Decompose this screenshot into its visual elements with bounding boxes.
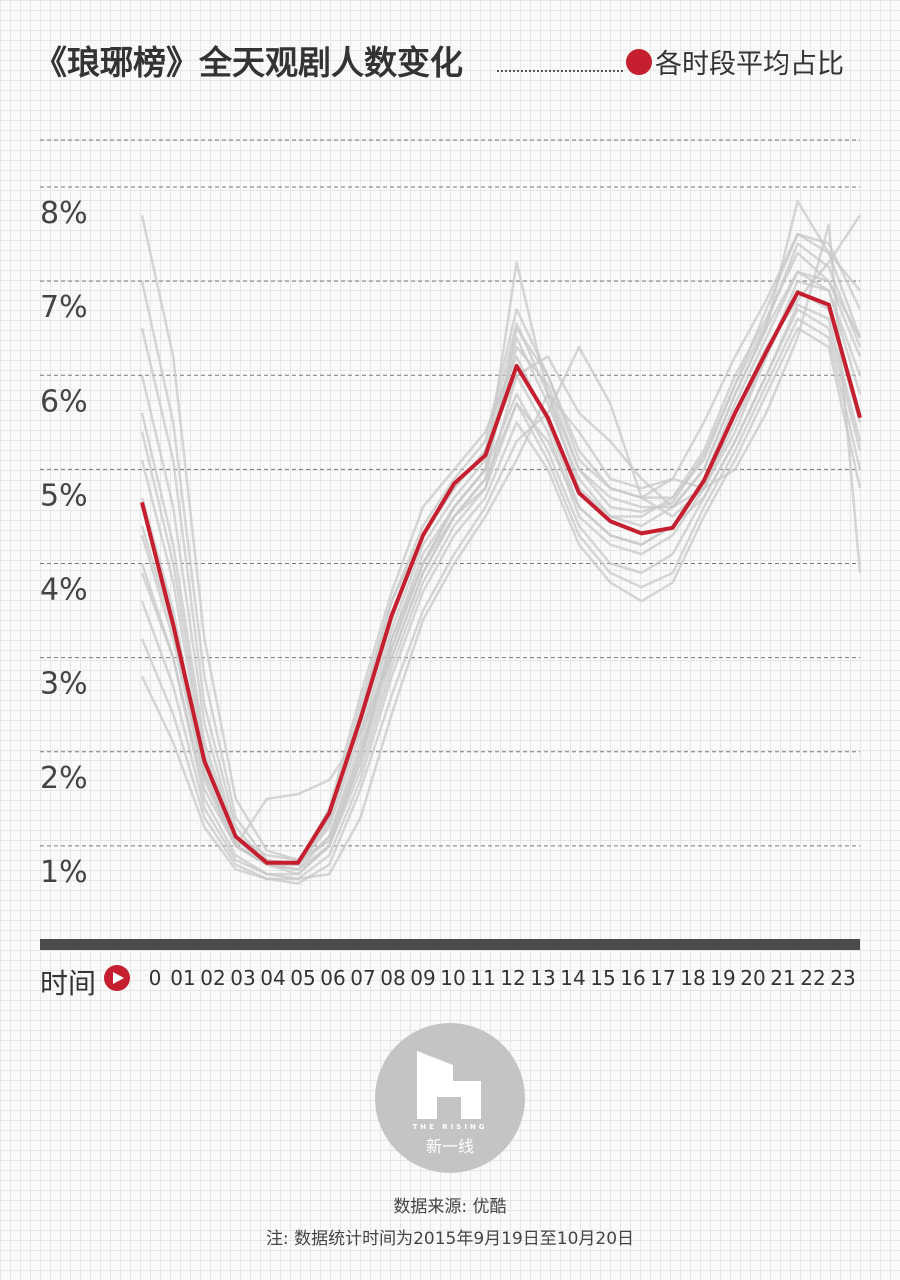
y-tick-label: 8% bbox=[40, 196, 88, 231]
x-tick-label: 15 bbox=[590, 966, 615, 990]
footnote: 注: 数据统计时间为2015年9月19日至10月20日 bbox=[265, 1229, 635, 1249]
average-series-line bbox=[140, 290, 862, 865]
logo-text-chinese: 新一线 bbox=[425, 1137, 474, 1156]
data-source: 数据来源: 优酷 bbox=[393, 1197, 507, 1217]
y-tick-label: 5% bbox=[40, 478, 88, 513]
average-line bbox=[140, 290, 862, 865]
y-tick-label: 1% bbox=[40, 855, 88, 890]
x-tick-label: 16 bbox=[620, 966, 645, 990]
daily-line bbox=[140, 242, 862, 866]
legend: 各时段平均占比 bbox=[626, 42, 844, 81]
x-tick-label: 02 bbox=[200, 966, 225, 990]
x-tick-label: 03 bbox=[230, 966, 255, 990]
x-tick-labels: 0 01 02 03 04 05 06 07 08 09 10 11 12 13 14 15 16 17 18 19 2… bbox=[149, 966, 856, 990]
daily-series-lines bbox=[140, 199, 862, 885]
y-tick-label: 4% bbox=[40, 573, 88, 608]
daily-line bbox=[140, 214, 862, 881]
daily-line bbox=[140, 303, 862, 848]
x-tick-label: 23 bbox=[830, 966, 855, 990]
x-tick-label: 20 bbox=[740, 966, 765, 990]
x-tick-label: 13 bbox=[530, 966, 555, 990]
x-tick-label: 06 bbox=[320, 966, 345, 990]
x-tick-label: 18 bbox=[680, 966, 705, 990]
logo: THE RISING 新一线 bbox=[375, 1023, 525, 1173]
x-tick-label: 12 bbox=[500, 966, 525, 990]
logo-text-english: THE RISING bbox=[412, 1123, 488, 1131]
chart-title: 《琅琊榜》全天观剧人数变化 bbox=[34, 43, 463, 82]
daily-line bbox=[140, 215, 862, 862]
x-tick-label: 10 bbox=[440, 966, 465, 990]
y-tick-label: 7% bbox=[40, 290, 88, 325]
x-tick-label: 08 bbox=[380, 966, 405, 990]
x-tick-label: 04 bbox=[260, 966, 285, 990]
y-tick-labels: 1% 2% 3% 4% 5% 6% 7% 8% bbox=[40, 196, 88, 890]
x-tick-label: 0 bbox=[149, 966, 162, 990]
x-tick-label: 21 bbox=[770, 966, 795, 990]
logo-mark-icon bbox=[417, 1051, 481, 1119]
x-tick-label: 17 bbox=[650, 966, 675, 990]
x-tick-label: 07 bbox=[350, 966, 375, 990]
y-tick-label: 6% bbox=[40, 384, 88, 419]
daily-line bbox=[140, 326, 862, 881]
x-tick-label: 22 bbox=[800, 966, 825, 990]
x-axis-title: 时间 bbox=[40, 967, 97, 1000]
daily-line bbox=[140, 232, 862, 866]
x-axis-bar bbox=[40, 939, 860, 950]
title-dotted-leader bbox=[497, 70, 623, 72]
x-tick-label: 19 bbox=[710, 966, 735, 990]
play-icon bbox=[104, 965, 130, 991]
daily-line bbox=[140, 199, 861, 876]
x-tick-label: 01 bbox=[170, 966, 195, 990]
legend-label: 各时段平均占比 bbox=[655, 49, 844, 80]
x-tick-label: 09 bbox=[410, 966, 435, 990]
daily-line bbox=[140, 251, 862, 866]
daily-line bbox=[140, 232, 862, 862]
y-tick-label: 3% bbox=[40, 667, 88, 702]
legend-marker bbox=[626, 48, 652, 75]
x-tick-label: 05 bbox=[290, 966, 315, 990]
x-tick-label: 14 bbox=[560, 966, 585, 990]
x-tick-label: 11 bbox=[470, 966, 495, 990]
y-tick-label: 2% bbox=[40, 761, 88, 796]
